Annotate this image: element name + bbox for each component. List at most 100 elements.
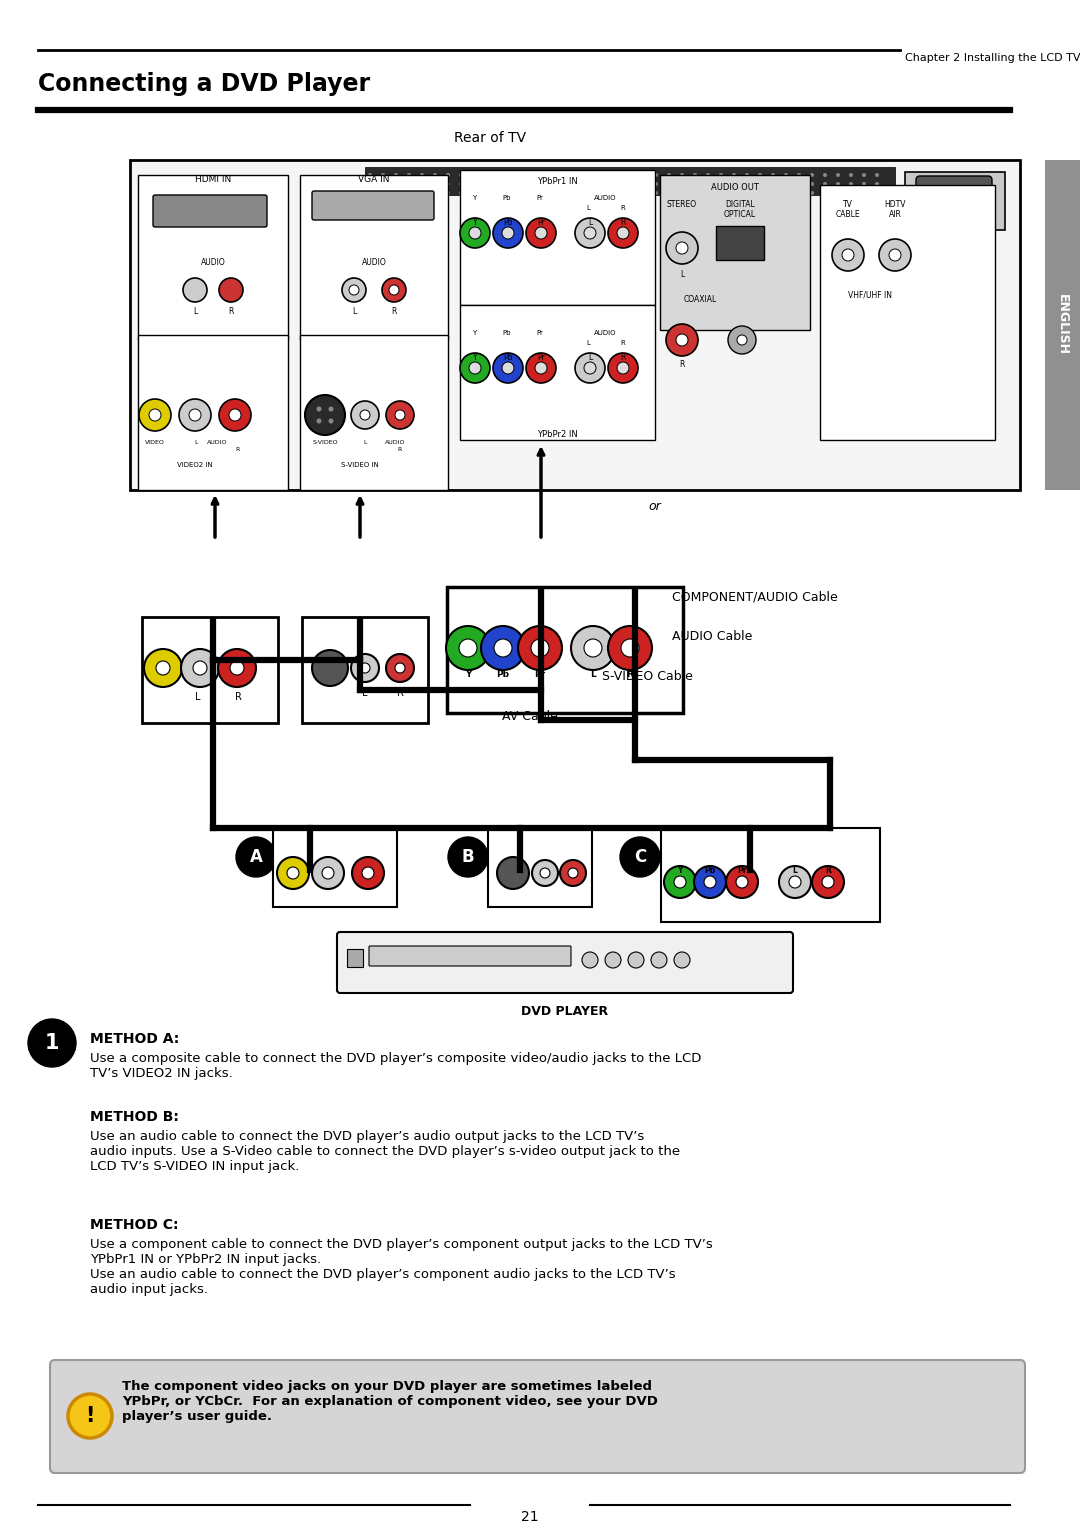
Circle shape — [537, 192, 541, 195]
Circle shape — [732, 192, 735, 195]
Circle shape — [575, 218, 605, 248]
Circle shape — [448, 836, 488, 876]
Circle shape — [771, 182, 775, 185]
Circle shape — [823, 182, 827, 185]
Circle shape — [836, 182, 840, 185]
Circle shape — [349, 285, 359, 296]
Circle shape — [550, 173, 554, 178]
Text: R: R — [234, 447, 239, 452]
Text: Pb: Pb — [503, 352, 513, 362]
FancyBboxPatch shape — [369, 945, 571, 967]
Circle shape — [469, 362, 481, 374]
Circle shape — [219, 277, 243, 302]
Text: AIR: AIR — [889, 210, 902, 219]
Text: Pb: Pb — [503, 218, 513, 227]
Text: Pb: Pb — [503, 195, 511, 201]
Text: L: L — [194, 440, 198, 444]
Circle shape — [680, 192, 684, 195]
Circle shape — [676, 334, 688, 346]
Circle shape — [179, 398, 211, 430]
Circle shape — [535, 362, 546, 374]
Circle shape — [849, 182, 853, 185]
Circle shape — [360, 663, 370, 673]
Circle shape — [608, 218, 638, 248]
Circle shape — [608, 352, 638, 383]
Text: S-VIDEO: S-VIDEO — [312, 440, 338, 444]
Circle shape — [407, 192, 411, 195]
Circle shape — [459, 639, 477, 657]
Text: Pb: Pb — [704, 866, 716, 875]
Circle shape — [735, 876, 748, 889]
Circle shape — [584, 639, 602, 657]
FancyBboxPatch shape — [460, 305, 654, 440]
Circle shape — [654, 173, 658, 178]
FancyBboxPatch shape — [716, 227, 764, 260]
Circle shape — [812, 866, 843, 898]
Text: 21: 21 — [522, 1511, 539, 1524]
Circle shape — [420, 173, 424, 178]
Circle shape — [481, 627, 525, 669]
Circle shape — [407, 173, 411, 178]
Circle shape — [218, 650, 256, 686]
Circle shape — [667, 173, 671, 178]
Text: VIDEO: VIDEO — [145, 440, 165, 444]
Circle shape — [706, 182, 710, 185]
Circle shape — [642, 182, 645, 185]
FancyBboxPatch shape — [905, 172, 1005, 230]
Circle shape — [433, 192, 437, 195]
Circle shape — [532, 859, 558, 885]
Circle shape — [584, 362, 596, 374]
Circle shape — [394, 173, 399, 178]
FancyBboxPatch shape — [488, 827, 592, 907]
Circle shape — [582, 951, 598, 968]
Circle shape — [511, 182, 515, 185]
Circle shape — [602, 192, 606, 195]
Circle shape — [446, 627, 490, 669]
Circle shape — [617, 227, 629, 239]
Circle shape — [219, 398, 251, 430]
Text: Use a composite cable to connect the DVD player’s composite video/audio jacks to: Use a composite cable to connect the DVD… — [90, 1052, 701, 1080]
Text: CABLE: CABLE — [836, 210, 861, 219]
Circle shape — [183, 277, 207, 302]
Text: Y: Y — [473, 352, 477, 362]
Circle shape — [312, 856, 345, 889]
Circle shape — [654, 182, 658, 185]
Circle shape — [674, 876, 686, 889]
Text: DIGITAL: DIGITAL — [725, 201, 755, 208]
Text: R: R — [391, 306, 396, 316]
Circle shape — [459, 182, 463, 185]
Circle shape — [193, 660, 207, 676]
Circle shape — [433, 173, 437, 178]
Text: C: C — [634, 849, 646, 866]
Circle shape — [526, 218, 556, 248]
FancyBboxPatch shape — [130, 159, 1020, 490]
Circle shape — [810, 173, 814, 178]
Text: Pr: Pr — [738, 866, 746, 875]
FancyBboxPatch shape — [660, 175, 810, 329]
Circle shape — [823, 192, 827, 195]
Circle shape — [862, 182, 866, 185]
Text: AUDIO: AUDIO — [594, 195, 617, 201]
Circle shape — [276, 856, 309, 889]
Circle shape — [568, 869, 578, 878]
Circle shape — [459, 192, 463, 195]
Circle shape — [728, 326, 756, 354]
Circle shape — [667, 192, 671, 195]
Text: B: B — [461, 849, 474, 866]
Text: STEREO: STEREO — [667, 201, 697, 208]
Circle shape — [511, 173, 515, 178]
Text: or: or — [649, 499, 661, 513]
Text: Pb: Pb — [503, 329, 511, 336]
Circle shape — [537, 182, 541, 185]
FancyBboxPatch shape — [661, 827, 880, 922]
Text: L: L — [193, 306, 198, 316]
Text: Y: Y — [472, 329, 476, 336]
Circle shape — [732, 182, 735, 185]
Circle shape — [287, 867, 299, 879]
Circle shape — [550, 182, 554, 185]
Text: !: ! — [85, 1406, 95, 1426]
Circle shape — [666, 231, 698, 264]
Circle shape — [563, 182, 567, 185]
Circle shape — [810, 182, 814, 185]
Circle shape — [771, 173, 775, 178]
